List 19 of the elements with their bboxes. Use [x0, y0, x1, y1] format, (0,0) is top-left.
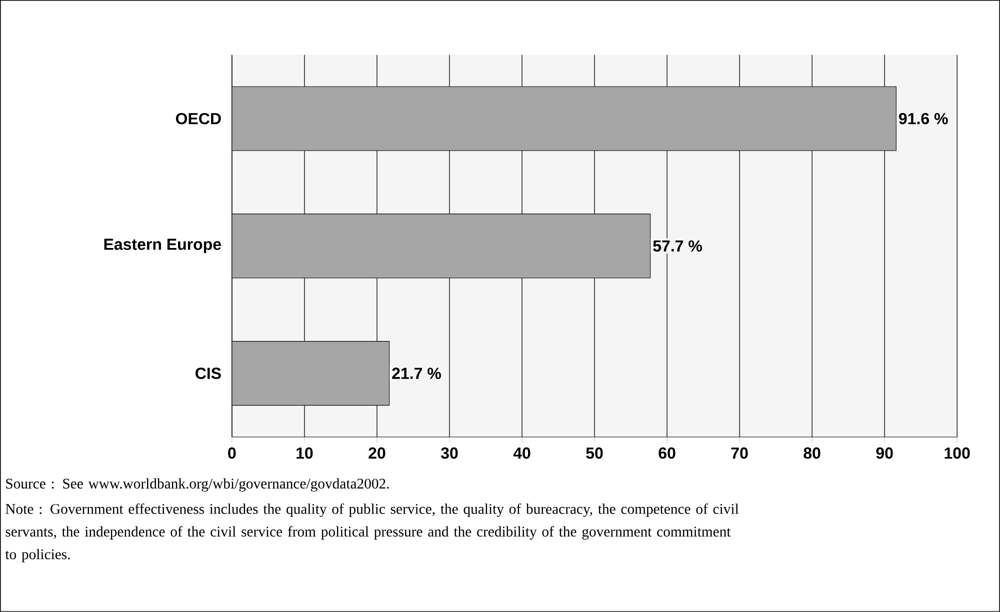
x-tick-label: 40 — [513, 447, 530, 459]
y-tick-label: Eastern Europe — [104, 238, 221, 254]
x-tick-label: 0 — [228, 447, 236, 459]
data-label: 21.7 % — [392, 368, 441, 380]
text: Note : Government effectiveness includes the quality of public service, the quality of bureacracy, the competence of civil servants, the independence of the civil service from political pressure and the credibility of the government commitment to policies. — [5, 503, 739, 562]
x-tick-label: 80 — [804, 447, 820, 459]
x-tick-label: 20 — [368, 447, 386, 459]
data-label: 57.7 % — [653, 240, 702, 252]
x-tick-label: 90 — [876, 447, 893, 459]
x-tick-label: 10 — [296, 447, 313, 459]
x-tick-label: 70 — [731, 447, 748, 459]
y-tick-label: CIS — [196, 368, 221, 380]
x-tick-label: 60 — [658, 447, 676, 459]
source-note: Source : See www.worldbank.org/wbi/governance/govdata2002. — [6, 478, 389, 492]
x-tick-label: 30 — [440, 447, 458, 459]
x-tick-label: 50 — [586, 447, 603, 459]
data-label: 91.6 % — [899, 112, 948, 124]
x-tick-label: 100 — [944, 447, 970, 459]
y-tick-label: OECD — [176, 112, 221, 124]
